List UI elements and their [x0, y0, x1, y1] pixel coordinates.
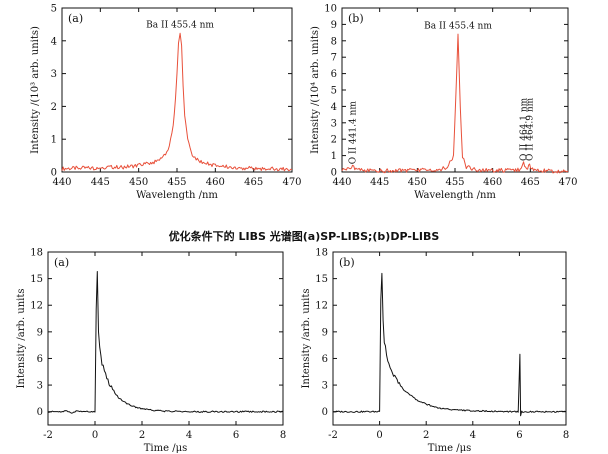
x-axis-label: Time /μs — [428, 443, 471, 454]
y-axis-label: Intensity /arb. units — [301, 288, 312, 388]
y-tick-label: 18 — [315, 248, 328, 259]
y-tick-label: 9 — [322, 327, 328, 338]
x-axis-label: Wavelength /nm — [414, 190, 496, 201]
x-tick-label: 455 — [167, 177, 186, 188]
x-axis-label: Wavelength /nm — [136, 190, 218, 201]
y-tick-label: 3 — [322, 381, 328, 392]
y-tick-label: 0 — [51, 168, 57, 179]
x-tick-label: 0 — [92, 430, 98, 441]
y-tick-label: 0 — [331, 168, 337, 179]
x-tick-label: 2 — [139, 430, 145, 441]
panel-time-decay-dp-libs: -2 0 2 4 6 8 0 3 6 9 12 15 18 Time /μs Intensity /arb.… — [301, 248, 569, 454]
x-tick-label: 465 — [521, 177, 540, 188]
panel-spectrum-sp-libs: 440 445 450 455 460 465 470 0 1 2 3 4 5 Wavelength /n… — [30, 4, 302, 202]
y-tick-label: 7 — [331, 53, 337, 64]
x-tick-label: 465 — [244, 177, 263, 188]
y-tick-label: 1 — [51, 135, 57, 146]
x-tick-label: 445 — [370, 177, 389, 188]
series-line — [332, 272, 567, 417]
x-tick-label: 450 — [129, 177, 148, 188]
x-tick-label: 8 — [280, 430, 286, 441]
y-tick-label: 4 — [331, 102, 337, 113]
x-tick-label: 440 — [332, 177, 351, 188]
y-tick-label: 6 — [322, 354, 328, 365]
plot-frame — [47, 251, 284, 426]
plot-frame — [332, 251, 567, 426]
x-tick-label: 440 — [52, 177, 71, 188]
peak-annotation: O II 464.9 nm — [526, 97, 536, 161]
y-axis-label: Intensity /(10⁴ arb. units) — [310, 26, 321, 154]
x-tick-label: -2 — [43, 430, 53, 441]
y-tick-label: 3 — [51, 69, 57, 80]
y-tick-label: 9 — [37, 327, 43, 338]
y-axis-label: Intensity /arb. units — [16, 288, 27, 388]
plot-frame — [61, 7, 293, 173]
x-tick-label: 460 — [206, 177, 225, 188]
x-tick-label: 4 — [186, 430, 192, 441]
y-tick-label: 1 — [331, 151, 337, 162]
peak-annotation: O II 464.1 nm — [520, 97, 530, 161]
x-tick-label: 4 — [470, 430, 476, 441]
y-tick-label: 8 — [331, 36, 337, 47]
y-tick-label: 4 — [51, 36, 57, 47]
peak-annotation: Ba II 455.4 nm — [424, 22, 492, 32]
y-axis-label: Intensity /(10³ arb. units) — [30, 26, 41, 154]
y-tick-label: 6 — [37, 354, 43, 365]
x-tick-label: 460 — [483, 177, 502, 188]
y-tick-label: 0 — [322, 407, 328, 418]
x-tick-label: 455 — [445, 177, 464, 188]
figure-caption: 优化条件下的 LIBS 光谱图(a)SP-LIBS;(b)DP-LIBS — [169, 229, 440, 243]
y-tick-label: 15 — [315, 274, 328, 285]
panel-spectrum-dp-libs: 440 445 450 455 460 465 470 0 1 2 3 4 5 6 7 8 9 10 Wavelen… — [310, 4, 578, 202]
y-tick-label: 9 — [331, 20, 337, 31]
panel-label: (a) — [68, 12, 83, 25]
x-tick-label: -2 — [328, 430, 338, 441]
series-line — [61, 32, 293, 172]
x-tick-label: 6 — [516, 430, 522, 441]
panel-label: (a) — [54, 256, 69, 269]
y-tick-label: 12 — [315, 301, 328, 312]
x-tick-label: 2 — [423, 430, 429, 441]
panel-label: (b) — [348, 12, 364, 25]
x-tick-label: 8 — [563, 430, 569, 441]
y-tick-label: 2 — [51, 102, 57, 113]
x-tick-label: 445 — [91, 177, 110, 188]
y-tick-label: 3 — [331, 118, 337, 129]
y-tick-label: 2 — [331, 135, 337, 146]
y-tick-label: 12 — [30, 301, 43, 312]
x-tick-label: 0 — [376, 430, 382, 441]
y-tick-label: 0 — [37, 407, 43, 418]
panel-time-decay-sp-libs: -2 0 2 4 6 8 0 3 6 9 12 15 18 Time /μs Intensity /arb.… — [16, 248, 286, 454]
x-axis-label: Time /μs — [144, 443, 187, 454]
y-tick-label: 6 — [331, 69, 337, 80]
y-tick-label: 15 — [30, 274, 43, 285]
series-line — [47, 271, 284, 414]
x-tick-label: 6 — [233, 430, 239, 441]
x-tick-label: 450 — [408, 177, 427, 188]
y-tick-label: 10 — [324, 4, 337, 15]
peak-annotation: O II 441.4 nm — [349, 101, 359, 165]
panel-label: (b) — [339, 256, 355, 269]
y-tick-label: 5 — [331, 86, 337, 97]
series-line — [341, 33, 569, 174]
y-tick-label: 5 — [51, 4, 57, 15]
peak-annotation: Ba II 455.4 nm — [146, 21, 214, 31]
x-tick-label: 470 — [282, 177, 301, 188]
x-tick-label: 470 — [558, 177, 577, 188]
y-tick-label: 3 — [37, 381, 43, 392]
y-tick-label: 18 — [30, 248, 43, 259]
